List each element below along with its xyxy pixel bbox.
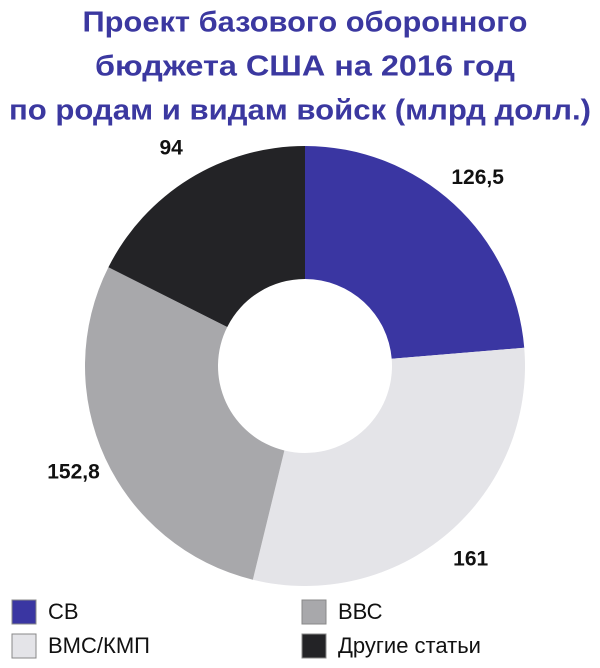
- chart-title: по родам и видам войск (млрд долл.): [9, 95, 591, 127]
- legend-swatch: [301, 633, 327, 659]
- value-label: 94: [159, 137, 183, 160]
- legend-label: Другие статьи: [338, 633, 481, 658]
- value-label: 161: [453, 547, 488, 570]
- legend-label: ВМС/КМП: [48, 633, 150, 658]
- donut-segment: [85, 267, 285, 580]
- legend-swatch: [11, 599, 37, 625]
- donut-segment: [108, 146, 306, 327]
- value-label: 152,8: [47, 461, 100, 484]
- value-label: 126,5: [451, 166, 504, 189]
- legend-label: СВ: [48, 599, 79, 624]
- donut-segment: [305, 146, 525, 359]
- legend-swatch: [301, 599, 327, 625]
- chart-title: Проект базового оборонного: [83, 7, 528, 39]
- donut-segment: [252, 347, 525, 586]
- legend-label: ВВС: [338, 599, 383, 624]
- chart-title: бюджета США на 2016 год: [95, 51, 515, 83]
- legend-swatch: [11, 633, 37, 659]
